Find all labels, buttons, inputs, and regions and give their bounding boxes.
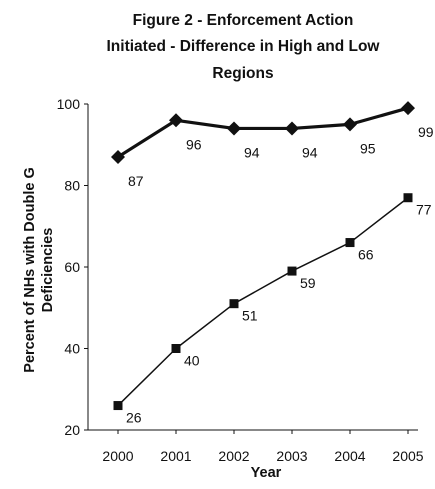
data-point-square [345, 238, 355, 248]
x-tick-label: 2002 [218, 448, 249, 464]
x-tick-label: 2003 [276, 448, 307, 464]
series-2: 26 40 51 59 66 77 [113, 193, 432, 426]
data-point-square [287, 266, 297, 276]
data-label: 96 [186, 136, 202, 152]
data-label: 87 [128, 173, 144, 189]
x-axis-ticks: 2000 2001 2002 2003 2004 2005 [102, 430, 424, 464]
data-label: 94 [302, 144, 318, 160]
data-label: 51 [242, 308, 258, 324]
y-axis-ticks: 20 40 60 80 100 [57, 96, 88, 438]
data-point-diamond [111, 149, 125, 164]
x-tick-label: 2004 [334, 448, 365, 464]
y-tick-label: 60 [64, 259, 80, 275]
x-tick-label: 2001 [160, 448, 191, 464]
data-label: 59 [300, 275, 316, 291]
data-point-diamond [401, 101, 415, 116]
y-axis-title-line-1: Percent of NHs with Double G [22, 167, 38, 372]
data-point-square [403, 193, 413, 203]
data-point-diamond [169, 113, 183, 128]
y-tick-label: 20 [64, 422, 80, 438]
chart-title: Figure 2 - Enforcement Action Initiated … [107, 12, 381, 82]
data-point-square [171, 344, 181, 353]
data-point-diamond [343, 117, 357, 132]
y-axis-title: Percent of NHs with Double G Deficiencie… [22, 167, 56, 372]
chart-title-line-1: Figure 2 - Enforcement Action [133, 12, 354, 29]
data-point-square [113, 401, 123, 411]
chart-title-line-2: Initiated - Difference in High and Low [107, 38, 381, 55]
data-label: 94 [244, 144, 260, 160]
x-axis-title: Year [251, 465, 282, 481]
x-tick-label: 2005 [392, 448, 423, 464]
x-tick-label: 2000 [102, 448, 133, 464]
data-label: 95 [360, 140, 376, 156]
data-point-square [229, 299, 239, 309]
y-axis-title-line-2: Deficiencies [40, 228, 56, 313]
chart-title-line-3: Regions [212, 65, 273, 82]
series-1: 87 96 94 94 95 99 [111, 101, 434, 189]
data-label: 99 [418, 124, 434, 140]
y-tick-label: 100 [57, 96, 81, 112]
data-label: 77 [416, 202, 432, 218]
series-line [117, 197, 409, 407]
data-label: 66 [358, 247, 374, 263]
data-point-diamond [227, 121, 241, 136]
data-label: 26 [126, 410, 142, 426]
y-tick-label: 40 [64, 341, 80, 357]
y-tick-label: 80 [64, 178, 80, 194]
data-point-diamond [285, 121, 299, 136]
data-label: 40 [184, 353, 200, 369]
series-layer: 87 96 94 94 95 99 26 40 51 59 66 77 [111, 101, 434, 426]
series-line [117, 106, 409, 159]
